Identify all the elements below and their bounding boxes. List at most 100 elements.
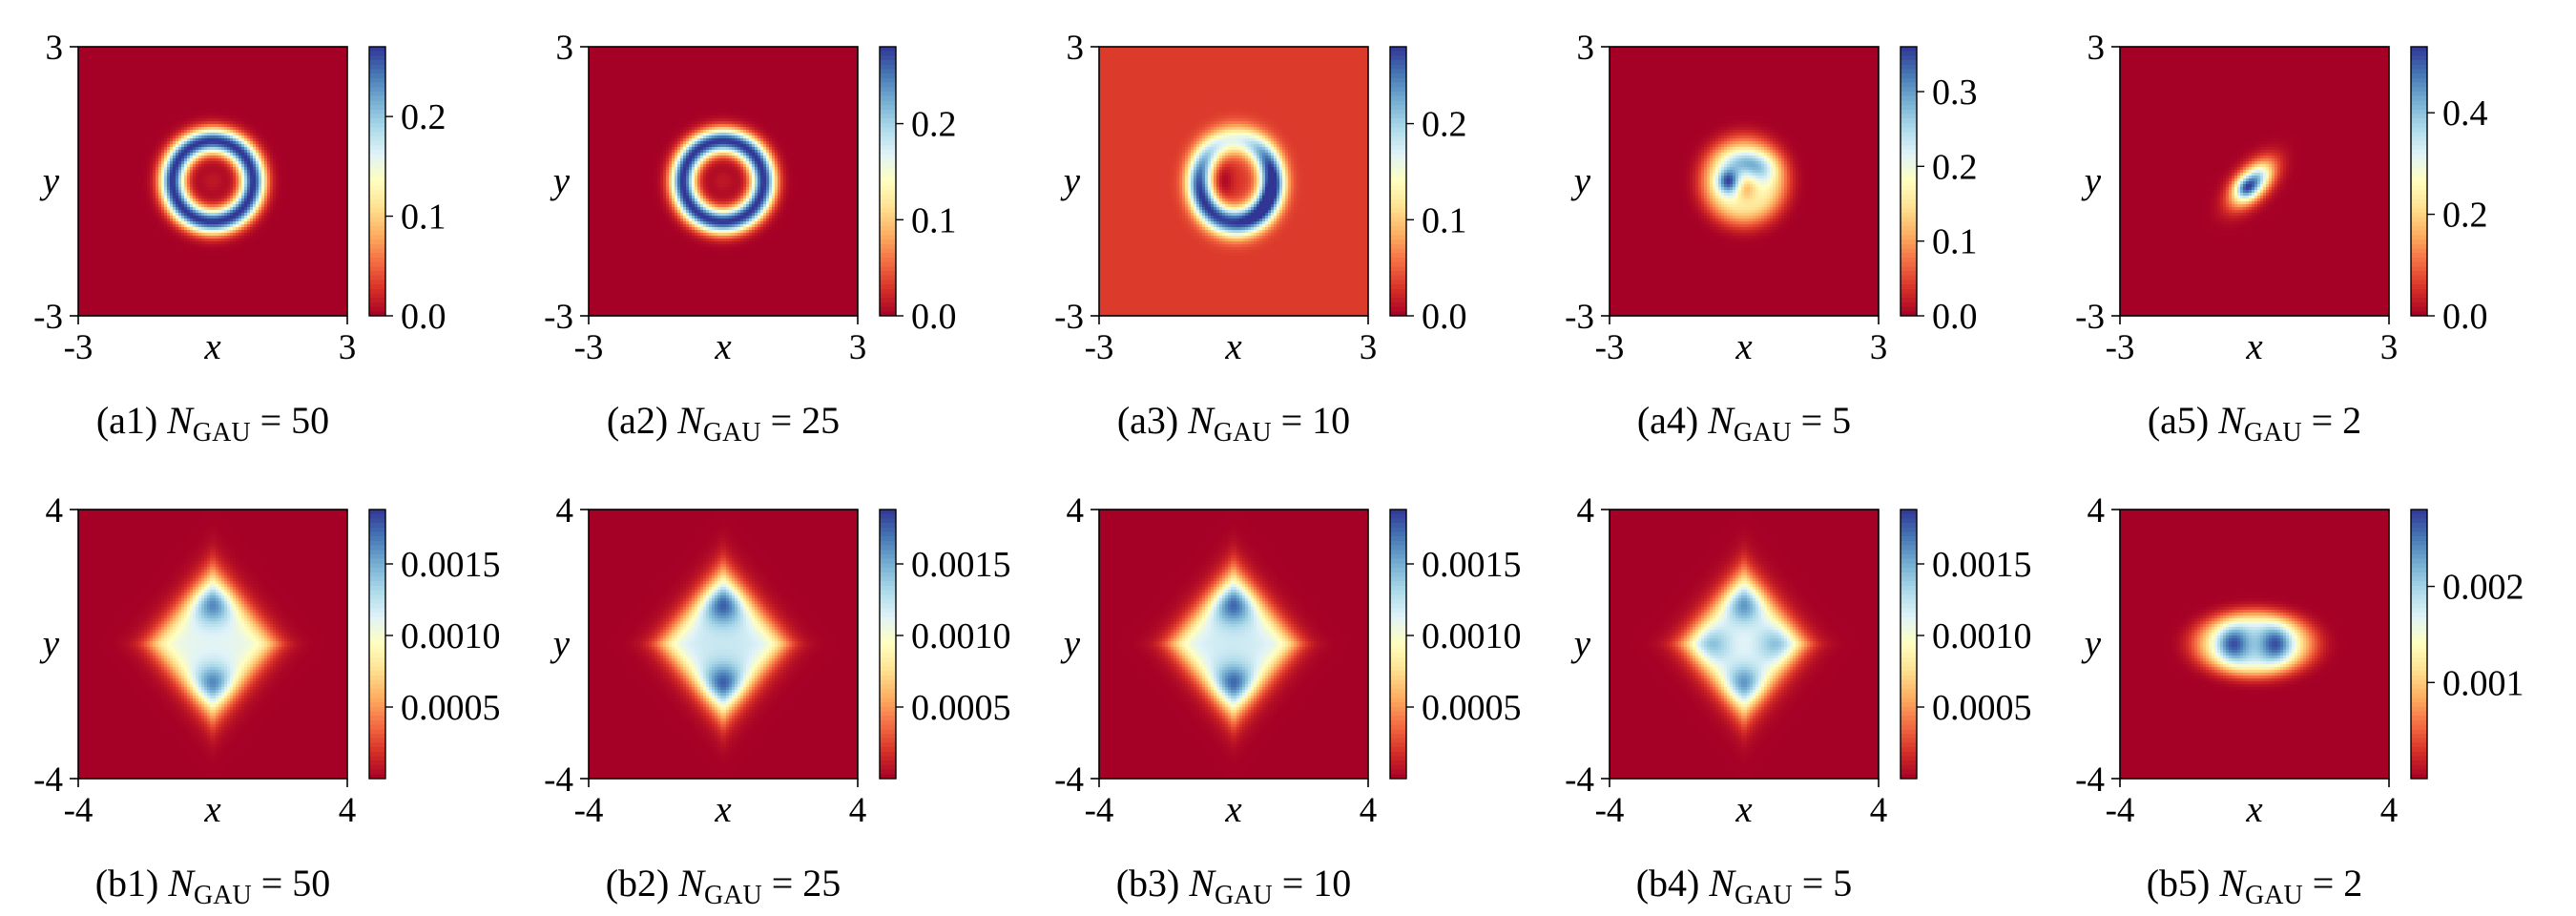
x-axis-label-a5: x	[2245, 326, 2263, 367]
x-tick-label-min-a2: -3	[574, 328, 604, 367]
y-tick-label-max-b4: 4	[1577, 491, 1595, 531]
x-axis-label-a3: x	[1224, 326, 1242, 367]
x-tick-label-min-b5: -4	[2106, 791, 2135, 830]
y-axis-label-a1: y	[39, 160, 60, 201]
x-tick-label-min-b1: -4	[64, 791, 93, 830]
colorbar-tick-label-b1-1: 0.0010	[401, 616, 501, 656]
colorbar-a2: 0.00.10.2	[880, 47, 957, 337]
x-tick-label-max-b1: 4	[339, 791, 357, 830]
heatmap-a3	[1099, 47, 1369, 317]
y-axis-label-a4: y	[1570, 160, 1591, 201]
heatmap-b2	[589, 510, 859, 780]
x-axis-label-a1: x	[203, 326, 221, 367]
colorbar-tick-label-a3-1: 0.1	[1422, 200, 1467, 240]
x-axis-label-b2: x	[714, 789, 732, 830]
panel-caption-a1: (a1) NGAU = 50	[96, 399, 329, 448]
y-tick-label-max-a3: 3	[1067, 29, 1085, 68]
panel-caption-a5: (a5) NGAU = 2	[2148, 399, 2361, 448]
y-axis-label-a3: y	[1060, 160, 1081, 201]
x-tick-label-max-a1: 3	[339, 328, 357, 367]
x-tick-label-min-a4: -3	[1595, 328, 1625, 367]
x-tick-label-max-b3: 4	[1360, 791, 1378, 830]
x-axis-label-a4: x	[1735, 326, 1753, 367]
panel-caption-b4: (b4) NGAU = 5	[1636, 862, 1853, 910]
colorbar-tick-label-a5-1: 0.2	[2442, 196, 2488, 236]
x-axis-label-b4: x	[1735, 789, 1753, 830]
y-tick-label-min-b3: -4	[1054, 760, 1084, 800]
heatmap-b5	[2120, 510, 2390, 780]
y-axis-label-b1: y	[39, 623, 60, 664]
x-tick-label-min-a5: -3	[2106, 328, 2135, 367]
heatmap-b3	[1099, 510, 1369, 780]
colorbar-tick-label-b3-0: 0.0005	[1422, 688, 1522, 728]
y-tick-label-max-b5: 4	[2088, 491, 2106, 531]
y-tick-label-min-a5: -3	[2075, 298, 2105, 337]
colorbar-tick-label-b2-1: 0.0010	[911, 616, 1011, 656]
x-tick-label-min-a3: -3	[1085, 328, 1114, 367]
y-axis-label-b3: y	[1060, 623, 1081, 664]
y-tick-label-max-a2: 3	[556, 29, 574, 68]
y-axis-label-b2: y	[550, 623, 571, 664]
x-tick-label-min-b3: -4	[1085, 791, 1114, 830]
panel-caption-b3: (b3) NGAU = 10	[1116, 862, 1352, 910]
y-tick-label-min-b5: -4	[2075, 760, 2105, 800]
x-tick-label-min-b4: -4	[1595, 791, 1625, 830]
colorbar-tick-label-a5-0: 0.0	[2442, 297, 2488, 337]
heatmap-b1	[78, 510, 348, 780]
y-tick-label-min-b2: -4	[544, 760, 573, 800]
colorbar-a5: 0.00.20.4	[2411, 47, 2488, 337]
colorbar-tick-label-b4-0: 0.0005	[1932, 688, 2032, 728]
colorbar-tick-label-a2-2: 0.2	[911, 105, 957, 145]
colorbar-tick-label-b3-2: 0.0015	[1422, 545, 1522, 585]
colorbar-tick-label-b1-0: 0.0005	[401, 688, 501, 728]
colorbar-tick-label-a3-2: 0.2	[1422, 105, 1467, 145]
colorbar-b5: 0.0010.002	[2411, 510, 2524, 780]
y-tick-label-max-a5: 3	[2088, 29, 2106, 68]
panel-caption-b1: (b1) NGAU = 50	[95, 862, 331, 910]
colorbar-tick-label-a4-2: 0.2	[1932, 147, 1978, 187]
y-axis-label-a5: y	[2081, 160, 2102, 201]
x-axis-label-b1: x	[203, 789, 221, 830]
y-tick-label-min-a3: -3	[1054, 298, 1084, 337]
colorbar-tick-label-a1-1: 0.1	[401, 198, 447, 238]
colorbar-tick-label-b1-2: 0.0015	[401, 545, 501, 585]
x-tick-label-max-b2: 4	[849, 791, 867, 830]
colorbar-tick-label-a4-1: 0.1	[1932, 222, 1978, 262]
panel-caption-a3: (a3) NGAU = 10	[1117, 399, 1350, 448]
colorbar-a3: 0.00.10.2	[1390, 47, 1467, 337]
colorbar-tick-label-a1-2: 0.2	[401, 97, 447, 137]
panel-caption-a4: (a4) NGAU = 5	[1637, 399, 1851, 448]
heatmap-a2	[589, 47, 859, 317]
y-tick-label-min-a4: -3	[1565, 298, 1594, 337]
colorbar-tick-label-b3-1: 0.0010	[1422, 616, 1522, 656]
colorbar-b1: 0.0005 0.0010 0.0015	[369, 510, 501, 780]
colorbar-tick-label-b2-0: 0.0005	[911, 688, 1011, 728]
colorbar-tick-label-b5-0: 0.001	[2442, 663, 2524, 703]
colorbar-a1: 0.00.10.2	[369, 47, 447, 337]
colorbar-a4: 0.00.10.20.3	[1901, 47, 1978, 337]
colorbar-tick-label-a4-0: 0.0	[1932, 297, 1978, 337]
y-tick-label-max-a1: 3	[46, 29, 64, 68]
x-tick-label-max-a4: 3	[1870, 328, 1888, 367]
x-tick-label-max-b4: 4	[1870, 791, 1888, 830]
x-tick-label-max-a5: 3	[2380, 328, 2399, 367]
panel-caption-b5: (b5) NGAU = 2	[2147, 862, 2363, 910]
x-tick-label-max-a2: 3	[849, 328, 867, 367]
heatmap-a5	[2120, 47, 2390, 317]
y-tick-label-min-a1: -3	[33, 298, 63, 337]
y-tick-label-min-b1: -4	[33, 760, 63, 800]
colorbar-tick-label-b4-2: 0.0015	[1932, 545, 2032, 585]
colorbar-tick-label-a2-1: 0.1	[911, 200, 957, 240]
x-axis-label-a2: x	[714, 326, 732, 367]
